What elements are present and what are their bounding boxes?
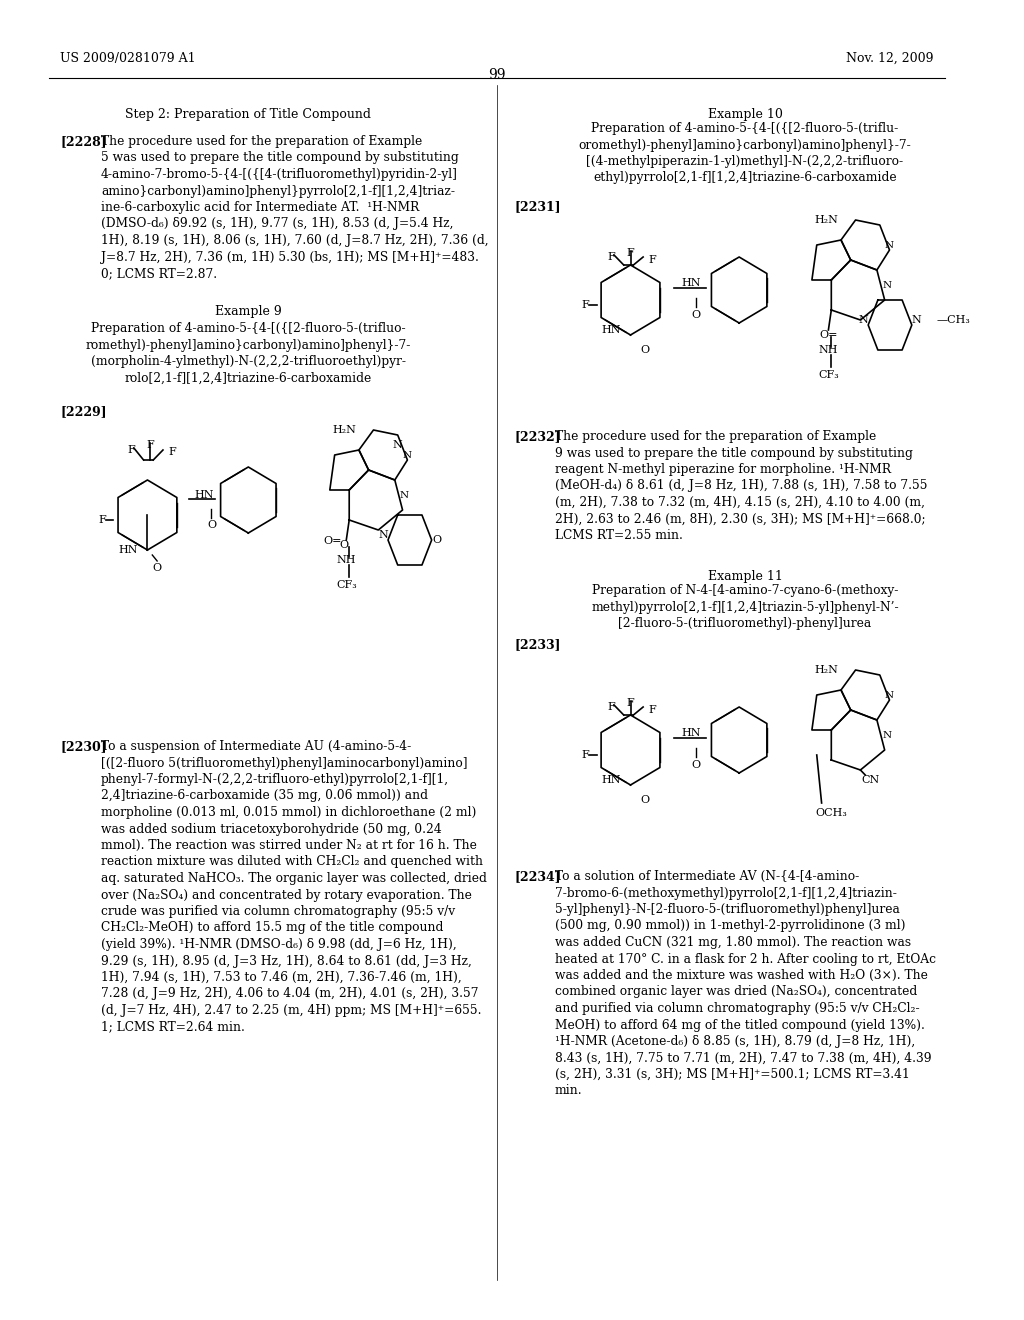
Text: F: F [98,515,105,525]
Text: O: O [432,535,441,545]
Text: 99: 99 [487,69,506,82]
Text: F: F [169,447,176,457]
Text: N: N [858,315,868,325]
Text: N: N [885,690,894,700]
Text: O: O [640,345,649,355]
Text: Preparation of 4-amino-5-{4-[({[2-fluoro-5-(trifluo-
romethyl)-phenyl]amino}carb: Preparation of 4-amino-5-{4-[({[2-fluoro… [86,322,411,384]
Text: F: F [127,445,135,455]
Text: To a suspension of Intermediate AU (4-amino-5-4-
[([2-fluoro 5(trifluoromethyl)p: To a suspension of Intermediate AU (4-am… [101,741,486,1034]
Text: [2228]: [2228] [60,135,106,148]
Text: N: N [402,450,412,459]
Text: HN: HN [119,545,138,554]
Text: N: N [400,491,409,499]
Text: CN: CN [861,775,880,785]
Text: The procedure used for the preparation of Example
9 was used to prepare the titl: The procedure used for the preparation o… [555,430,928,543]
Text: H₂N: H₂N [814,215,839,224]
Text: Example 10: Example 10 [708,108,782,121]
Text: F: F [627,698,635,708]
Text: To a solution of Intermediate AV (N-{4-[4-amino-
7-bromo-6-(methoxymethyl)pyrrol: To a solution of Intermediate AV (N-{4-[… [555,870,936,1097]
Text: HN: HN [194,490,213,500]
Text: N: N [393,440,402,450]
Text: F: F [648,255,655,265]
Text: [2234]: [2234] [514,870,561,883]
Text: Step 2: Preparation of Title Compound: Step 2: Preparation of Title Compound [125,108,372,121]
Text: HN: HN [601,775,621,785]
Text: NH: NH [337,554,356,565]
Text: F: F [648,705,655,715]
Text: Nov. 12, 2009: Nov. 12, 2009 [846,51,933,65]
Text: O: O [640,795,649,805]
Text: O: O [153,564,162,573]
Text: [2233]: [2233] [514,638,560,651]
Text: O: O [340,540,349,550]
Text: F: F [607,702,615,711]
Text: The procedure used for the preparation of Example
5 was used to prepare the titl: The procedure used for the preparation o… [101,135,488,280]
Text: CF₃: CF₃ [818,370,839,380]
Text: Example 9: Example 9 [215,305,282,318]
Text: F: F [581,750,589,760]
Text: H₂N: H₂N [814,665,839,675]
Text: O: O [691,760,700,770]
Text: N: N [882,730,891,739]
Text: F: F [146,440,155,450]
Text: US 2009/0281079 A1: US 2009/0281079 A1 [60,51,196,65]
Text: O: O [207,520,216,531]
Text: HN: HN [682,729,701,738]
Text: [2230]: [2230] [60,741,106,752]
Text: F: F [607,252,615,261]
Text: N: N [378,531,388,540]
Text: N: N [885,240,894,249]
Text: H₂N: H₂N [333,425,356,436]
Text: N: N [911,315,922,325]
Text: Example 11: Example 11 [708,570,782,583]
Text: HN: HN [601,325,621,335]
Text: F: F [581,300,589,310]
Text: Preparation of 4-amino-5-{4-[({[2-fluoro-5-(triflu-
oromethyl)-phenyl]amino}carb: Preparation of 4-amino-5-{4-[({[2-fluoro… [579,121,911,185]
Text: Preparation of N-4-[4-amino-7-cyano-6-(methoxy-
methyl)pyrrolo[2,1-f][1,2,4]tria: Preparation of N-4-[4-amino-7-cyano-6-(m… [591,583,899,630]
Text: [2231]: [2231] [514,201,561,213]
Text: NH: NH [818,345,839,355]
Text: [2229]: [2229] [60,405,106,418]
Text: —CH₃: —CH₃ [936,315,970,325]
Text: N: N [882,281,891,289]
Text: F: F [627,248,635,257]
Text: O: O [691,310,700,319]
Text: HN: HN [682,279,701,288]
Text: CF₃: CF₃ [336,579,356,590]
Text: [2232]: [2232] [514,430,561,444]
Text: O=: O= [324,536,342,546]
Text: O=: O= [819,330,838,341]
Text: OCH₃: OCH₃ [815,808,847,818]
